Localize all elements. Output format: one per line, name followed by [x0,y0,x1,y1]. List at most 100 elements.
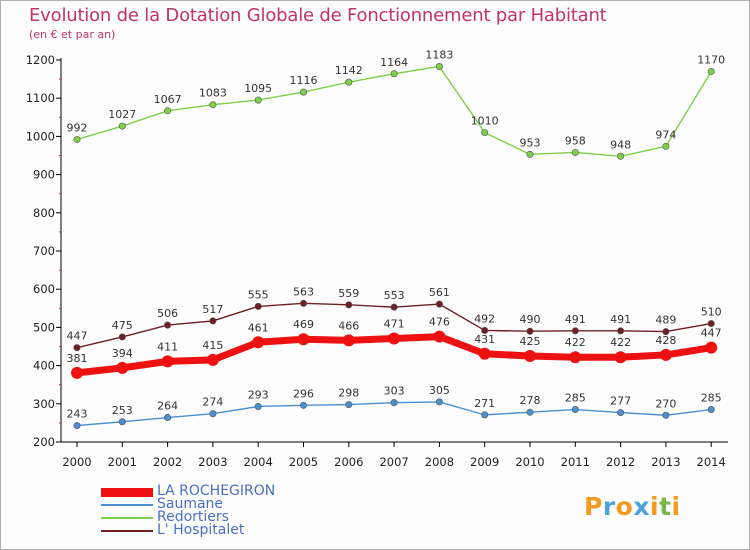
data-label-saumane: 298 [338,387,359,400]
data-point-la-rochegiron [614,351,627,364]
data-label-la-rochegiron: 425 [520,335,541,348]
y-tick-label: 400 [33,359,55,373]
data-point-l-hospitalet [254,302,262,310]
data-label-redortiers: 1170 [697,53,725,66]
data-point-redortiers [662,142,670,150]
data-point-l-hospitalet [571,327,579,335]
data-label-la-rochegiron: 422 [565,336,586,349]
x-tick-label: 2010 [515,455,544,469]
legend-swatch [101,504,153,506]
data-label-saumane: 285 [565,392,586,405]
data-label-saumane: 243 [67,408,88,421]
x-tick-label: 2013 [651,455,680,469]
data-point-redortiers [390,70,398,78]
data-label-l-hospitalet: 555 [248,288,269,301]
data-label-redortiers: 1067 [154,93,182,106]
data-point-saumane [73,422,81,430]
data-point-redortiers [526,150,534,158]
data-point-l-hospitalet [299,299,307,307]
logo-letter: o [615,492,634,521]
y-tick-label: 1100 [26,91,55,105]
data-label-saumane: 303 [384,385,405,398]
data-label-la-rochegiron: 447 [701,327,722,340]
data-label-redortiers: 1116 [290,74,318,87]
data-label-saumane: 277 [610,395,631,408]
data-point-saumane [390,399,398,407]
y-tick-label: 1000 [26,129,55,143]
data-point-redortiers [571,148,579,156]
data-point-redortiers [345,78,353,86]
data-label-redortiers: 948 [610,138,631,151]
y-tick-label: 1200 [26,53,55,67]
x-tick-label: 2006 [334,455,363,469]
data-label-la-rochegiron: 471 [384,317,405,330]
x-tick-label: 2014 [697,455,726,469]
data-point-la-rochegiron [524,350,536,363]
data-label-la-rochegiron: 469 [293,318,314,331]
data-point-l-hospitalet [707,320,715,328]
data-point-la-rochegiron [161,355,174,368]
data-label-saumane: 296 [293,387,314,400]
data-point-redortiers [118,122,126,130]
logo-letter: t [659,492,672,521]
legend-item-la-rochegiron: LA ROCHEGIRON [101,483,361,499]
data-point-la-rochegiron [71,366,83,379]
data-point-saumane [707,406,715,414]
data-point-l-hospitalet [209,317,217,325]
data-point-saumane [164,414,172,422]
data-point-l-hospitalet [617,327,625,335]
data-point-saumane [481,411,489,419]
data-label-la-rochegiron: 476 [429,316,450,329]
data-label-l-hospitalet: 559 [338,287,359,300]
data-point-saumane [299,401,307,409]
legend-swatch [101,487,153,497]
chart-title: Evolution de la Dotation Globale de Fonc… [29,5,607,26]
legend-item-saumane: Saumane [101,496,361,512]
data-label-saumane: 285 [701,392,722,405]
data-point-l-hospitalet [390,303,398,311]
data-point-redortiers [617,152,625,160]
data-point-saumane [118,418,126,426]
y-tick-label: 300 [33,397,55,411]
data-point-l-hospitalet [481,326,489,334]
data-label-la-rochegiron: 394 [112,347,133,360]
x-tick-label: 2012 [606,455,635,469]
data-label-redortiers: 1183 [425,48,453,61]
legend-label: L' Hospitalet [157,522,245,538]
data-label-saumane: 293 [248,388,269,401]
data-label-l-hospitalet: 492 [474,312,495,325]
data-label-redortiers: 958 [565,134,586,147]
data-label-l-hospitalet: 563 [293,285,314,298]
data-point-saumane [254,402,262,410]
data-label-redortiers: 1164 [380,56,408,69]
data-label-saumane: 270 [655,397,676,410]
data-point-redortiers [435,62,443,70]
data-point-saumane [571,406,579,414]
logo-letter: i [650,492,660,521]
legend-item-redortiers: Redortiers [101,509,361,525]
data-point-la-rochegiron [297,333,310,346]
data-label-saumane: 305 [429,384,450,397]
legend-item-l-hospitalet: L' Hospitalet [101,522,361,538]
data-point-saumane [526,408,534,416]
data-label-l-hospitalet: 447 [67,330,88,343]
data-point-redortiers [707,67,715,75]
data-label-l-hospitalet: 510 [701,306,722,319]
data-point-l-hospitalet [118,333,126,341]
data-point-saumane [209,410,217,418]
data-point-la-rochegiron [252,336,265,349]
data-point-la-rochegiron [206,353,219,366]
y-tick-label: 600 [33,282,55,296]
data-label-la-rochegiron: 415 [202,339,223,352]
logo-letter: x [633,492,650,521]
data-label-saumane: 278 [520,394,541,407]
y-tick-label: 500 [33,320,55,334]
data-label-l-hospitalet: 490 [520,313,541,326]
data-label-l-hospitalet: 561 [429,286,450,299]
data-point-redortiers [299,88,307,96]
data-point-la-rochegiron [433,330,446,343]
logo-letter: i [671,492,681,521]
data-point-l-hospitalet [73,344,81,352]
